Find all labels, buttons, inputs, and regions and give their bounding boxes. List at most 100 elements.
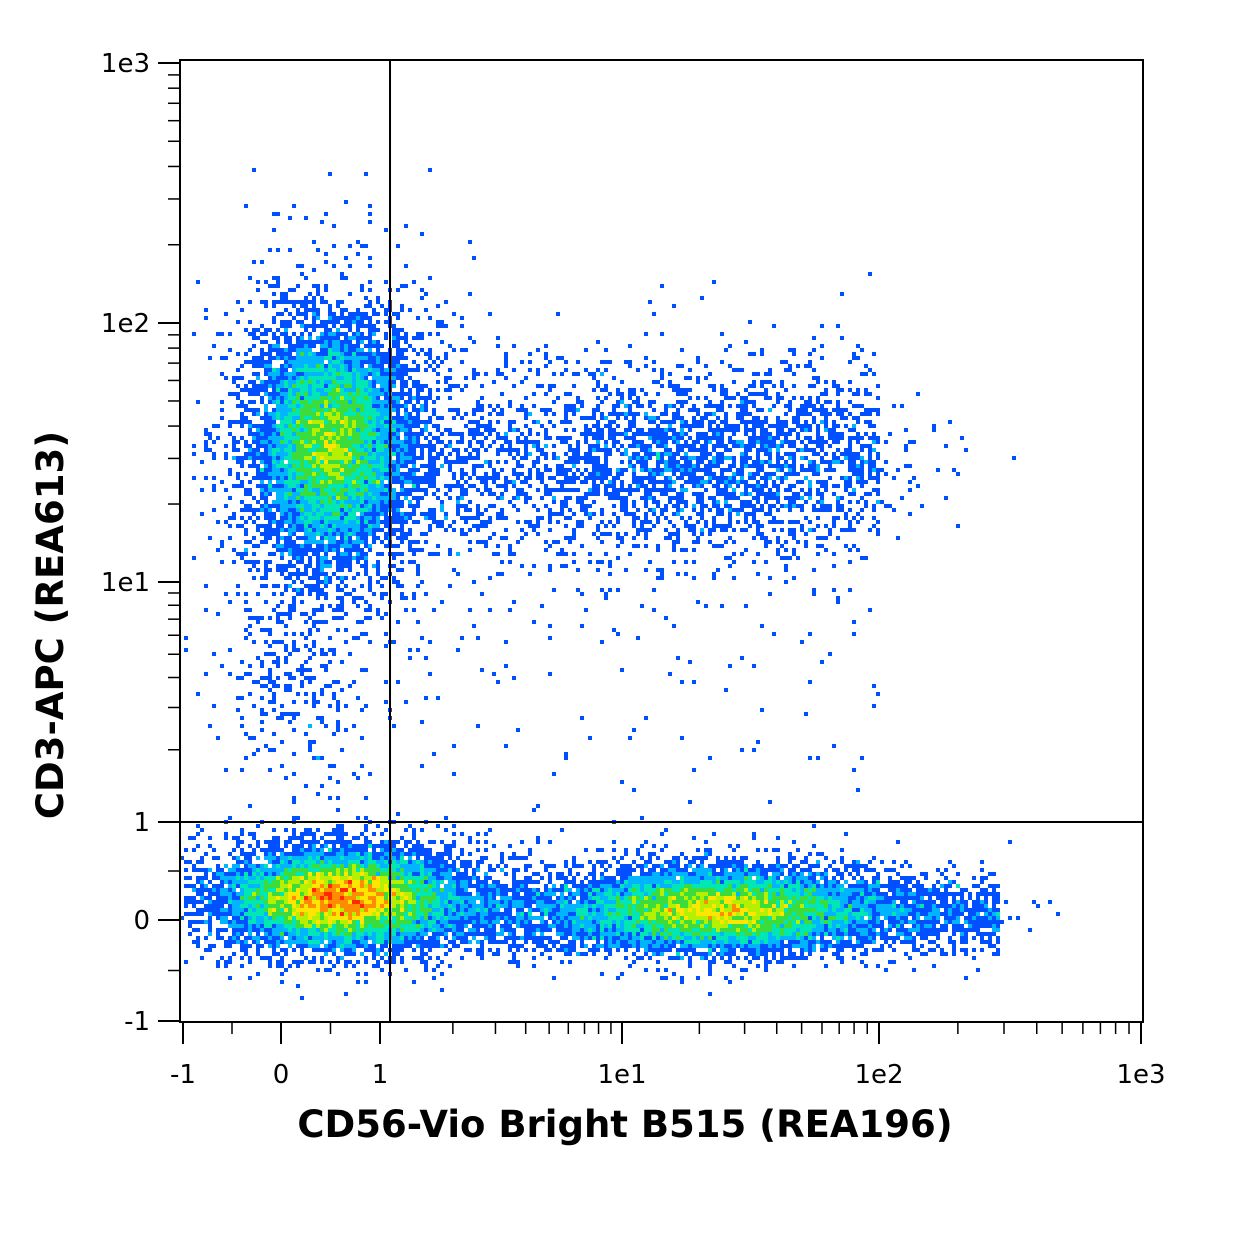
event-dot xyxy=(396,344,400,348)
event-dot xyxy=(344,548,348,552)
event-dot xyxy=(276,864,280,868)
event-dot xyxy=(456,896,460,900)
event-dot xyxy=(316,364,320,368)
event-dot xyxy=(236,896,240,900)
event-dot xyxy=(276,480,280,484)
event-dot xyxy=(368,896,372,900)
event-dot xyxy=(300,480,304,484)
event-dot xyxy=(708,908,712,912)
event-dot xyxy=(324,548,328,552)
event-dot xyxy=(340,540,344,544)
event-dot xyxy=(412,416,416,420)
event-dot xyxy=(328,520,332,524)
event-dot xyxy=(416,956,420,960)
event-dot xyxy=(316,308,320,312)
event-dot xyxy=(340,600,344,604)
event-dot xyxy=(288,468,292,472)
event-dot xyxy=(364,480,368,484)
event-dot xyxy=(208,948,212,952)
event-dot xyxy=(328,372,332,376)
event-dot xyxy=(308,456,312,460)
event-dot xyxy=(324,404,328,408)
event-dot xyxy=(292,552,296,556)
event-dot xyxy=(452,900,456,904)
event-dot xyxy=(324,352,328,356)
event-dot xyxy=(476,428,480,432)
event-dot xyxy=(368,344,372,348)
event-dot xyxy=(304,852,308,856)
event-dot xyxy=(360,312,364,316)
event-dot xyxy=(280,408,284,412)
event-dot xyxy=(360,416,364,420)
event-dot xyxy=(840,892,844,896)
event-dot xyxy=(408,648,412,652)
event-dot xyxy=(364,360,368,364)
event-dot xyxy=(416,944,420,948)
event-dot xyxy=(432,876,436,880)
event-dot xyxy=(268,652,272,656)
event-dot xyxy=(432,400,436,404)
event-dot xyxy=(344,544,348,548)
event-dot xyxy=(224,960,228,964)
event-dot xyxy=(204,868,208,872)
event-dot xyxy=(276,848,280,852)
event-dot xyxy=(292,408,296,412)
event-dot xyxy=(256,872,260,876)
event-dot xyxy=(428,640,432,644)
event-dot xyxy=(316,840,320,844)
event-dot xyxy=(348,488,352,492)
event-dot xyxy=(356,424,360,428)
event-dot xyxy=(308,872,312,876)
event-dot xyxy=(252,876,256,880)
event-dot xyxy=(332,412,336,416)
event-dot xyxy=(344,368,348,372)
event-dot xyxy=(332,356,336,360)
event-dot xyxy=(356,492,360,496)
event-dot xyxy=(264,444,268,448)
event-dot xyxy=(384,876,388,880)
event-dot xyxy=(268,852,272,856)
event-dot xyxy=(440,900,444,904)
event-dot xyxy=(340,344,344,348)
event-dot xyxy=(372,564,376,568)
event-dot xyxy=(228,468,232,472)
event-dot xyxy=(328,932,332,936)
event-dot xyxy=(288,920,292,924)
event-dot xyxy=(248,916,252,920)
event-dot xyxy=(264,920,268,924)
event-dot xyxy=(372,536,376,540)
event-dot xyxy=(576,916,580,920)
event-dot xyxy=(264,328,268,332)
event-dot xyxy=(428,508,432,512)
event-dot xyxy=(288,908,292,912)
event-dot xyxy=(288,476,292,480)
event-dot xyxy=(312,512,316,516)
event-dot xyxy=(396,356,400,360)
event-dot xyxy=(280,860,284,864)
event-dot xyxy=(328,512,332,516)
event-dot xyxy=(392,892,396,896)
event-dot xyxy=(200,956,204,960)
event-dot xyxy=(412,548,416,552)
event-dot xyxy=(268,376,272,380)
event-dot xyxy=(484,544,488,548)
event-dot xyxy=(492,880,496,884)
event-dot xyxy=(312,428,316,432)
event-dot xyxy=(288,900,292,904)
event-dot xyxy=(324,428,328,432)
event-dot xyxy=(340,316,344,320)
event-dot xyxy=(512,876,516,880)
event-dot xyxy=(380,420,384,424)
event-dot xyxy=(336,868,340,872)
event-dot xyxy=(376,528,380,532)
event-dot xyxy=(280,592,284,596)
event-dot xyxy=(372,928,376,932)
event-dot xyxy=(284,424,288,428)
event-dot xyxy=(328,440,332,444)
event-dot xyxy=(232,932,236,936)
event-dot xyxy=(324,436,328,440)
event-dot xyxy=(768,884,772,888)
event-dot xyxy=(804,896,808,900)
event-dot xyxy=(308,588,312,592)
event-dot xyxy=(304,464,308,468)
